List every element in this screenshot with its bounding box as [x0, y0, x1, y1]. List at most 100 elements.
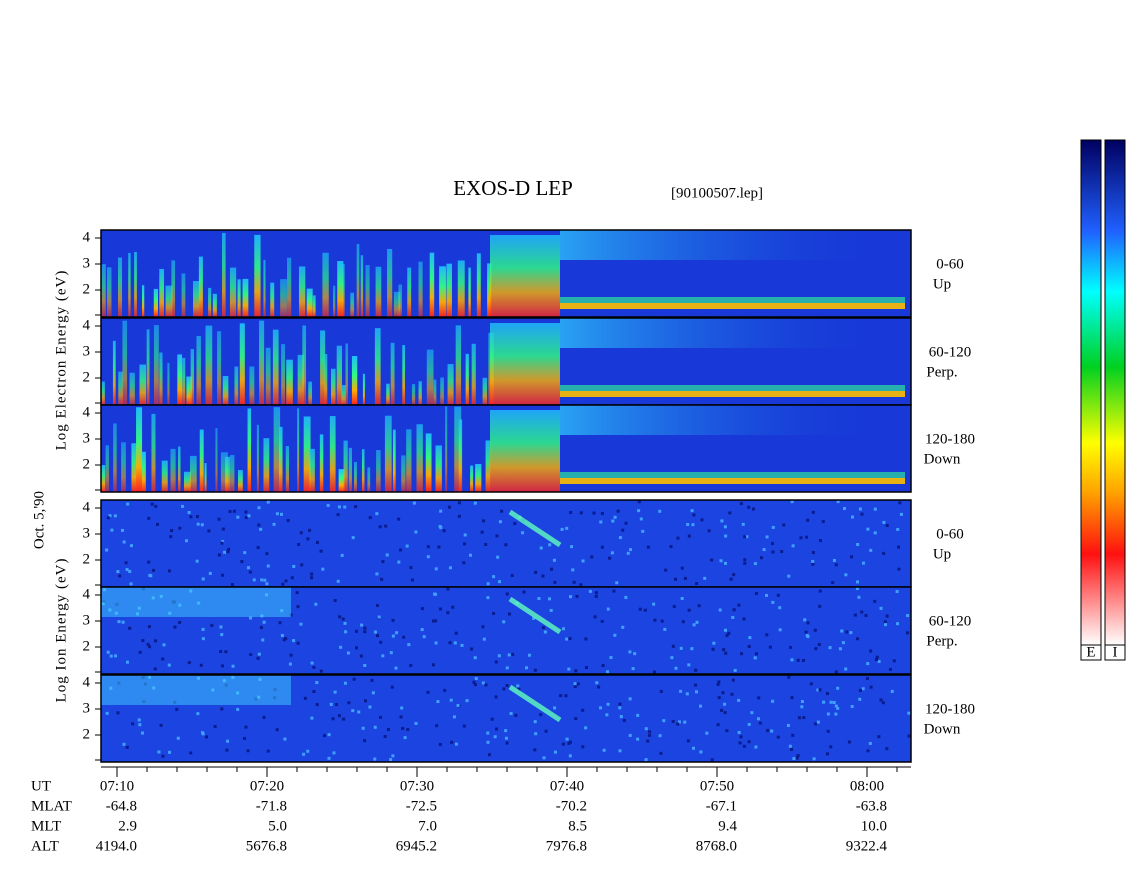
spectrogram	[244, 725, 248, 729]
spectrogram	[262, 620, 266, 624]
spectrogram	[624, 595, 628, 599]
spectrogram	[882, 520, 886, 524]
spectrogram	[797, 716, 801, 720]
spectrogram	[426, 545, 430, 549]
spectrogram	[770, 729, 774, 733]
spectrogram	[363, 664, 367, 668]
spectrogram	[225, 748, 229, 752]
spectrogram	[226, 550, 230, 554]
spectrogram	[568, 754, 572, 758]
spectrogram	[592, 511, 596, 515]
spectrogram	[351, 536, 355, 540]
spectrogram	[484, 683, 488, 687]
spectrogram	[692, 623, 696, 627]
spectrogram	[493, 735, 497, 739]
spectrogram	[286, 518, 290, 522]
spectrogram	[548, 597, 552, 601]
spectrogram	[742, 617, 746, 621]
spectrogram	[352, 677, 356, 681]
spectrogram	[724, 651, 728, 655]
spectrogram	[877, 735, 881, 739]
spectrogram	[440, 377, 444, 405]
spectrogram	[658, 509, 662, 513]
spectrogram	[131, 443, 137, 492]
spectrogram	[332, 751, 336, 755]
spectrogram	[569, 511, 573, 515]
spectrogram	[296, 605, 300, 609]
spectrogram	[161, 754, 165, 758]
spectrogram	[481, 681, 485, 685]
spectrogram	[742, 744, 746, 748]
panel-frame	[100, 229, 912, 318]
spectrogram	[397, 517, 401, 521]
spectrogram	[310, 576, 314, 580]
spectrogram	[142, 285, 145, 317]
spectrogram	[628, 733, 632, 737]
spectrogram	[289, 613, 293, 617]
spectrogram	[101, 465, 106, 492]
spectrogram	[747, 740, 751, 744]
row-value: 07:50	[700, 778, 734, 794]
spectrogram	[636, 713, 640, 717]
y-tick-label: 2	[83, 281, 91, 297]
spectrogram	[664, 568, 668, 572]
row-label: MLAT	[31, 798, 72, 814]
spectrogram	[321, 567, 325, 571]
spectrogram	[858, 688, 862, 692]
spectrogram	[341, 617, 345, 621]
spectrogram	[329, 702, 333, 706]
spectrogram	[873, 599, 877, 603]
spectrogram	[224, 650, 228, 654]
spectrogram	[297, 543, 301, 547]
spectrogram	[263, 438, 270, 492]
spectrogram	[451, 605, 455, 609]
spectrogram	[159, 723, 163, 727]
spectrogram	[465, 353, 469, 405]
spectrogram	[687, 534, 691, 538]
spectrogram	[685, 692, 689, 696]
spectrogram	[283, 737, 287, 741]
spectrogram	[723, 628, 727, 632]
spectrogram	[729, 577, 733, 581]
spectrogram	[609, 656, 613, 660]
spectrogram	[809, 682, 813, 686]
spectrogram	[636, 737, 640, 741]
spectrogram	[154, 504, 158, 508]
spectrogram	[873, 531, 877, 535]
spectrogram	[128, 626, 132, 630]
spectrogram	[447, 505, 451, 509]
spectrogram	[343, 505, 347, 509]
spectrogram	[195, 559, 199, 563]
spectrogram	[319, 669, 323, 673]
spectrogram	[721, 691, 725, 695]
spectrogram	[393, 291, 401, 317]
spectrogram	[105, 548, 109, 552]
spectrogram	[138, 723, 142, 727]
spectrogram	[724, 534, 728, 538]
spectrogram	[434, 567, 438, 571]
spectrogram	[892, 659, 896, 663]
spectrogram	[437, 545, 441, 549]
panel-direction: Down	[924, 451, 961, 467]
spectrogram	[298, 266, 306, 317]
spectrogram	[492, 611, 496, 615]
spectrogram	[375, 634, 379, 638]
spectrogram	[850, 555, 854, 559]
spectrogram	[738, 741, 742, 745]
spectrogram	[278, 621, 282, 625]
spectrogram	[812, 757, 816, 761]
panel-range: 60-120	[929, 344, 972, 360]
spectrogram	[345, 343, 348, 405]
spectrogram	[693, 683, 697, 687]
spectrogram	[279, 426, 283, 492]
spectrogram	[671, 719, 675, 723]
spectrogram	[674, 666, 678, 670]
spectrogram	[720, 519, 724, 523]
spectrogram	[281, 344, 286, 405]
spectrogram	[612, 589, 616, 593]
spectrogram	[584, 726, 588, 730]
spectrogram	[490, 717, 494, 721]
spectrogram	[199, 663, 203, 667]
spectrogram	[112, 340, 116, 405]
spectrogram	[717, 680, 721, 684]
